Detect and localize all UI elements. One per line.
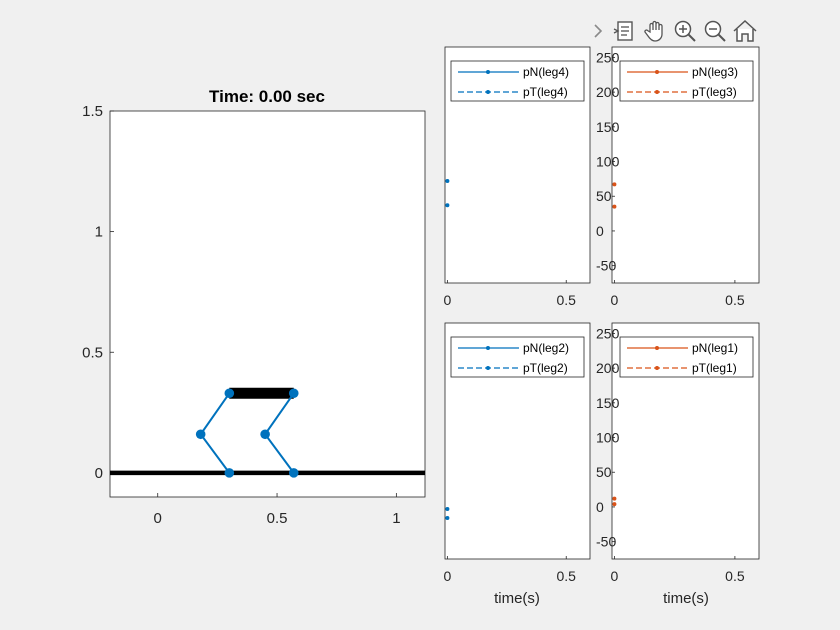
data-point — [445, 516, 450, 521]
y-tick-label: 150 — [596, 119, 620, 135]
x-axis-label-leg2: time(s) — [494, 590, 540, 607]
robot-joint — [260, 429, 270, 440]
legend-label: pN(leg1) — [692, 341, 738, 355]
x-tick-label: 0 — [443, 292, 451, 308]
x-tick-label: 0.5 — [725, 568, 745, 584]
legend-label: pN(leg2) — [523, 341, 569, 355]
robot-joint — [288, 388, 299, 399]
data-point — [612, 182, 617, 187]
robot-joint — [195, 429, 206, 440]
y-tick-label: -50 — [596, 258, 616, 274]
legend-box[interactable] — [450, 336, 585, 378]
legend-label: pT(leg2) — [523, 361, 568, 375]
x-tick-label: 1 — [392, 510, 400, 527]
y-tick-label: 0 — [95, 465, 103, 482]
x-tick-label: 0 — [611, 292, 619, 308]
x-tick-label: 0 — [443, 568, 451, 584]
y-tick-label: 1 — [95, 224, 103, 241]
legend-marker — [486, 90, 490, 94]
legend-label: pT(leg3) — [692, 85, 737, 99]
robot-joint — [224, 468, 235, 478]
data-point — [612, 204, 617, 209]
zoom-in-icon[interactable] — [671, 17, 699, 45]
x-tick-label: 0.5 — [556, 292, 576, 308]
x-tick-label: 0.5 — [556, 568, 576, 584]
axes-toolbar — [586, 17, 762, 45]
legend-marker — [655, 90, 659, 94]
robot-joint — [288, 468, 299, 478]
y-tick-label: 250 — [596, 49, 620, 65]
legend-label: pT(leg1) — [692, 361, 737, 375]
legend-label: pN(leg3) — [692, 65, 738, 79]
y-tick-label: 200 — [596, 360, 620, 376]
y-tick-label: 250 — [596, 325, 620, 341]
legend-marker — [486, 70, 490, 74]
y-tick-label: 50 — [596, 464, 612, 480]
data-point — [445, 178, 450, 183]
legend-box[interactable] — [619, 60, 754, 102]
x-axis-label-leg1: time(s) — [663, 590, 709, 607]
legend-marker — [655, 70, 659, 74]
animation-title: Time: 0.00 sec — [209, 87, 325, 106]
y-tick-label: 100 — [596, 430, 620, 446]
y-tick-label: 100 — [596, 154, 620, 170]
legend-box[interactable] — [450, 60, 585, 102]
zoom-out-icon[interactable] — [701, 17, 729, 45]
data-tips-icon[interactable] — [610, 17, 638, 45]
data-point — [445, 203, 450, 208]
legend-label: pN(leg4) — [523, 65, 569, 79]
y-tick-label: -50 — [596, 534, 616, 550]
pan-hand-icon[interactable] — [641, 17, 669, 45]
home-icon[interactable] — [731, 17, 759, 45]
y-tick-label: 150 — [596, 395, 620, 411]
data-point — [445, 507, 450, 512]
legend-marker — [655, 346, 659, 350]
legend-marker — [486, 346, 490, 350]
x-tick-label: 0.5 — [267, 510, 288, 527]
x-tick-label: 0 — [154, 510, 162, 527]
legend-label: pT(leg4) — [523, 85, 568, 99]
x-tick-label: 0 — [611, 568, 619, 584]
robot-joint — [224, 388, 235, 399]
y-tick-label: 1.5 — [82, 103, 103, 120]
legend-box[interactable] — [619, 336, 754, 378]
data-point — [612, 502, 617, 507]
legend-marker — [486, 366, 490, 370]
y-tick-label: 0 — [596, 223, 604, 239]
x-tick-label: 0.5 — [725, 292, 745, 308]
legend-marker — [655, 366, 659, 370]
y-tick-label: 0.5 — [82, 344, 103, 361]
chevron-right-icon[interactable] — [586, 17, 614, 45]
y-tick-label: 0 — [596, 499, 604, 515]
y-tick-label: 200 — [596, 84, 620, 100]
data-point — [612, 496, 617, 501]
y-tick-label: 50 — [596, 188, 612, 204]
